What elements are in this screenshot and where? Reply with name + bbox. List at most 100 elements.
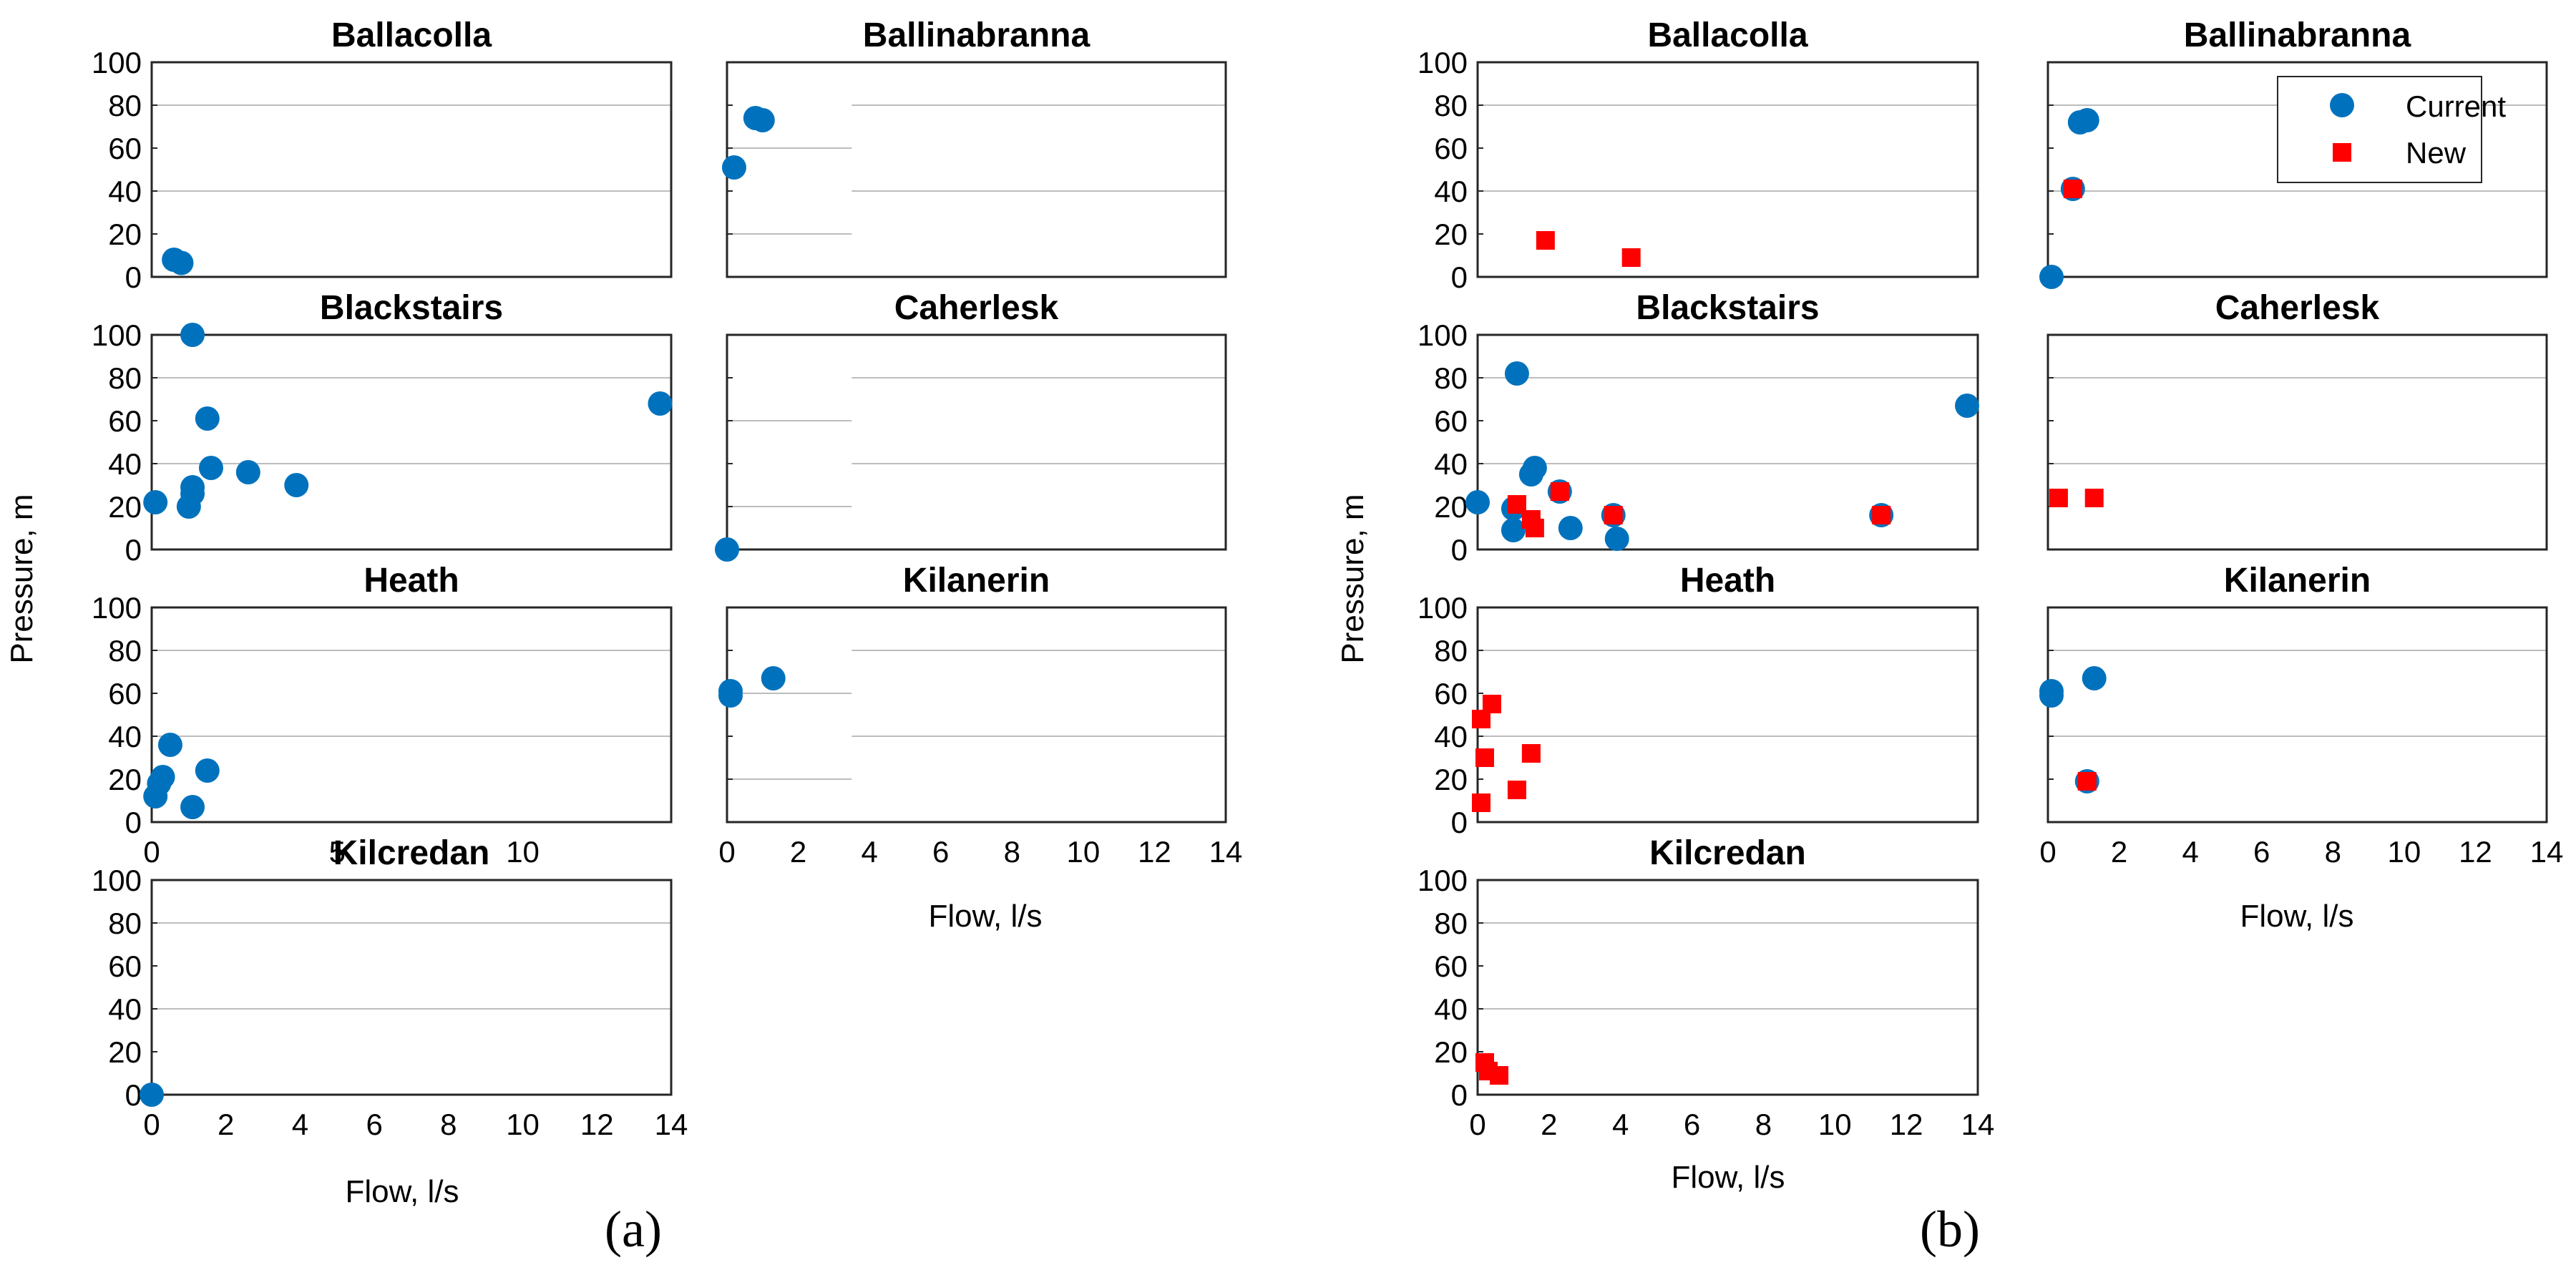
panel-b-blackstairs-ytick-label: 20 <box>1434 490 1468 524</box>
panel-a-blackstairs-ytick-label: 0 <box>125 533 142 567</box>
panel-b-blackstairs-point-new <box>1604 506 1623 524</box>
panel-a-ballacolla-title: Ballacolla <box>331 16 492 54</box>
panel-a-ballacolla-ytick-label: 80 <box>108 89 142 122</box>
panel-b-kilcredan-title: Kilcredan <box>1649 834 1806 872</box>
legend: Current New <box>2277 76 2506 183</box>
panel-b-kilcredan-ytick-label: 100 <box>1418 864 1468 897</box>
panel-b-kilanerin-xtick-label: 8 <box>2325 835 2341 869</box>
panel-a-blackstairs-ytick-label: 20 <box>108 490 142 524</box>
panel-a-kilanerin-xtick-label: 6 <box>932 835 949 869</box>
panel-b-kilcredan-xtick-label: 2 <box>1541 1108 1557 1141</box>
panel-b-kilcredan-ytick-label: 20 <box>1434 1035 1468 1069</box>
panel-b-ylabel: Pressure, m <box>1335 494 1370 663</box>
panel-b-kilanerin-axes-box <box>2046 606 2548 824</box>
panel-b-ballacolla-point-new <box>1621 248 1641 267</box>
panel-b-kilanerin-xtick-label: 6 <box>2253 835 2270 869</box>
panel-b-heath-point-new <box>1482 695 1501 713</box>
panel-b-xlabel: Flow, l/s <box>1672 1160 1785 1195</box>
panel-b-ballacolla-axes-box <box>1476 61 1979 278</box>
legend-current-marker <box>2330 93 2354 117</box>
panel-b-ballacolla-point-new <box>1536 231 1555 250</box>
panel-b-blackstairs-point-current <box>1465 490 1490 514</box>
panel-b-blackstairs-ytick-label: 100 <box>1418 318 1468 352</box>
panel-a-blackstairs-axes-box <box>150 333 673 551</box>
panel-a-kilcredan-xtick-label: 14 <box>655 1108 688 1141</box>
panel-b-heath-ytick-label: 20 <box>1434 763 1468 796</box>
panel-b-ballinabranna-title: Ballinabranna <box>2184 16 2411 54</box>
panel-a-xlabel: Flow, l/s <box>346 1174 459 1209</box>
panel-b-kilanerin-xtick-label: 10 <box>2387 835 2421 869</box>
panel-b-blackstairs-point-current <box>1558 516 1583 540</box>
panel-a-xlabel: Flow, l/s <box>929 899 1043 934</box>
panel-a-ballinabranna-title: Ballinabranna <box>863 16 1091 54</box>
panel-b-ballacolla-ytick-label: 40 <box>1434 175 1468 208</box>
panel-b-kilcredan-xtick-label: 10 <box>1818 1108 1852 1141</box>
panel-b-ballinabranna-point-current <box>2074 108 2099 132</box>
panel-a-ballacolla-axes-box <box>150 61 673 278</box>
panel-a-heath-ytick-label: 80 <box>108 634 142 668</box>
panel-b-kilcredan-xtick-label: 8 <box>1755 1108 1772 1141</box>
panel-a-ballacolla-ytick-label: 0 <box>125 260 142 294</box>
panel-a-heath-xtick-label: 5 <box>329 835 346 869</box>
panel-a-blackstairs-ytick-label: 60 <box>108 404 142 438</box>
panel-a-ballacolla-ytick-label: 100 <box>92 46 142 79</box>
panel-a-kilanerin-xtick-label: 12 <box>1138 835 1171 869</box>
panel-b-caherlesk-axes-box <box>2046 333 2548 551</box>
panel-b-ballinabranna-point-current <box>2039 265 2064 289</box>
panel-b-ballacolla-title: Ballacolla <box>1647 16 1807 54</box>
panel-a-kilcredan-xtick-label: 8 <box>440 1108 457 1141</box>
panel-b-kilcredan-xtick-label: 0 <box>1469 1108 1485 1141</box>
panel-b-kilcredan-ytick-label: 0 <box>1451 1078 1468 1112</box>
panel-a-kilcredan-title: Kilcredan <box>333 834 490 872</box>
panel-b-heath-ytick-label: 60 <box>1434 677 1468 710</box>
panel-a-ballinabranna-point-current <box>721 155 746 180</box>
panel-a-ballacolla-ytick-label: 40 <box>108 175 142 208</box>
panel-a-heath-ytick-label: 0 <box>125 806 142 839</box>
panel-b-ballacolla-ytick-label: 0 <box>1451 260 1468 294</box>
panel-a-kilanerin-point-current <box>761 666 786 690</box>
panel-b-caherlesk-point-new <box>2084 489 2104 507</box>
panel-b-blackstairs-ytick-label: 0 <box>1451 533 1468 567</box>
panel-b-caherlesk-title: Caherlesk <box>2215 289 2380 327</box>
panel-a-caherlesk-point-current <box>715 537 739 562</box>
panel-a-ballacolla-ytick-label: 20 <box>108 218 142 251</box>
panel-b-heath-point-new <box>1521 744 1541 763</box>
panel-b-kilanerin-xtick-label: 0 <box>2039 835 2056 869</box>
panel-b-blackstairs-ytick-label: 60 <box>1434 404 1468 438</box>
panel-a-heath-point-current <box>180 795 205 819</box>
panel-b-caherlesk-point-new <box>2049 489 2068 507</box>
panel-b-blackstairs-ytick-label: 40 <box>1434 447 1468 481</box>
panel-a-kilcredan-xtick-label: 4 <box>292 1108 308 1141</box>
panel-a-kilanerin-axes-box <box>726 606 1227 824</box>
panel-a-kilcredan-ytick-label: 100 <box>92 864 142 897</box>
panel-a-ylabel: Pressure, m <box>4 494 39 663</box>
panel-a-heath-point-current <box>150 765 175 789</box>
panel-a-heath-ytick-label: 60 <box>108 677 142 710</box>
panel-a-kilanerin-xtick-label: 4 <box>861 835 877 869</box>
panel-b-kilcredan-xtick-label: 4 <box>1612 1108 1629 1141</box>
panel-a-blackstairs-point-current <box>180 323 205 347</box>
panel-a-kilcredan-xtick-label: 0 <box>143 1108 160 1141</box>
panel-a-kilcredan-xtick-label: 2 <box>218 1108 234 1141</box>
panel-b-blackstairs-point-current <box>1504 361 1529 386</box>
panel-a-label: (a) <box>605 1201 662 1258</box>
panel-b-heath-axes-box <box>1476 606 1979 824</box>
panel-a-kilanerin-xtick-label: 14 <box>1209 835 1243 869</box>
panel-a-kilanerin-title: Kilanerin <box>903 562 1050 600</box>
panel-b-blackstairs-point-new <box>1550 482 1569 501</box>
panel-b-blackstairs-axes-box <box>1476 333 1979 551</box>
panel-a-blackstairs-title: Blackstairs <box>320 289 503 327</box>
panel-b-ballinabranna-point-new <box>2063 180 2082 198</box>
panel-a-kilcredan-ytick-label: 0 <box>125 1078 142 1112</box>
panel-a-heath-ytick-label: 100 <box>92 591 142 625</box>
legend-box <box>2277 76 2482 183</box>
panel-b-blackstairs-point-current <box>1522 456 1547 480</box>
panel-b-kilanerin-title: Kilanerin <box>2224 562 2371 600</box>
panel-b-blackstairs-point-new <box>1872 506 1891 524</box>
panel-a-kilcredan-xtick-label: 10 <box>506 1108 540 1141</box>
panel-b-heath-ytick-label: 0 <box>1451 806 1468 839</box>
panel-a-blackstairs-point-current <box>284 473 309 497</box>
panel-b-ballacolla-ytick-label: 20 <box>1434 218 1468 251</box>
panel-a-kilcredan-xtick-label: 12 <box>580 1108 614 1141</box>
